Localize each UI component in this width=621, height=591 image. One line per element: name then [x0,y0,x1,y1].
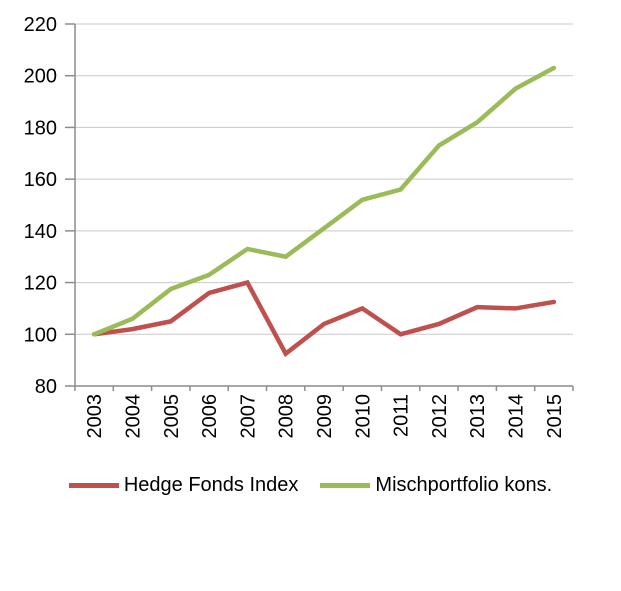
chart-legend: Hedge Fonds Index Mischportfolio kons. [0,466,621,504]
y-axis-label: 200 [24,66,57,88]
x-axis-label: 2008 [276,394,298,439]
legend-swatch-green-line [320,482,371,488]
legend-label-hedge-fonds-index: Hedge Fonds Index [123,474,299,496]
x-axis-label: 2006 [199,394,221,439]
x-axis-label: 2012 [429,394,451,439]
series-line-mischportfolio-kons [91,65,557,337]
legend-item-hedge-fonds-index: Hedge Fonds Index [68,474,299,496]
x-axis-label: 2013 [467,394,489,439]
x-axis-label: 2011 [391,394,413,437]
y-axis-label: 120 [24,273,57,295]
y-axis-label: 80 [35,376,57,398]
y-axis-label: 160 [24,169,57,191]
x-axis-label: 2015 [544,394,566,439]
x-axis-label: 2003 [84,394,106,439]
series-line-hedge-fonds-index [91,279,557,358]
y-axis-label: 100 [24,324,57,346]
x-axis-label: 2005 [161,394,183,439]
y-axis-label: 180 [24,117,57,139]
x-axis-label: 2004 [122,394,144,439]
x-axis-label: 2009 [314,394,336,439]
x-axis-label: 2010 [352,394,374,439]
x-axis-label: 2014 [506,394,528,439]
line-chart: 80 100 120 140 160 180 200 220 2003 2004 2005 2006 2… [24,14,574,439]
x-axis-label: 2007 [237,394,259,439]
legend-swatch-red-line [68,482,119,488]
legend-item-mischportfolio-kons: Mischportfolio kons. [320,475,552,495]
y-axis-label: 140 [24,221,57,243]
legend-label-mischportfolio-kons: Mischportfolio kons. [375,474,553,496]
y-axis-label: 220 [24,14,57,36]
